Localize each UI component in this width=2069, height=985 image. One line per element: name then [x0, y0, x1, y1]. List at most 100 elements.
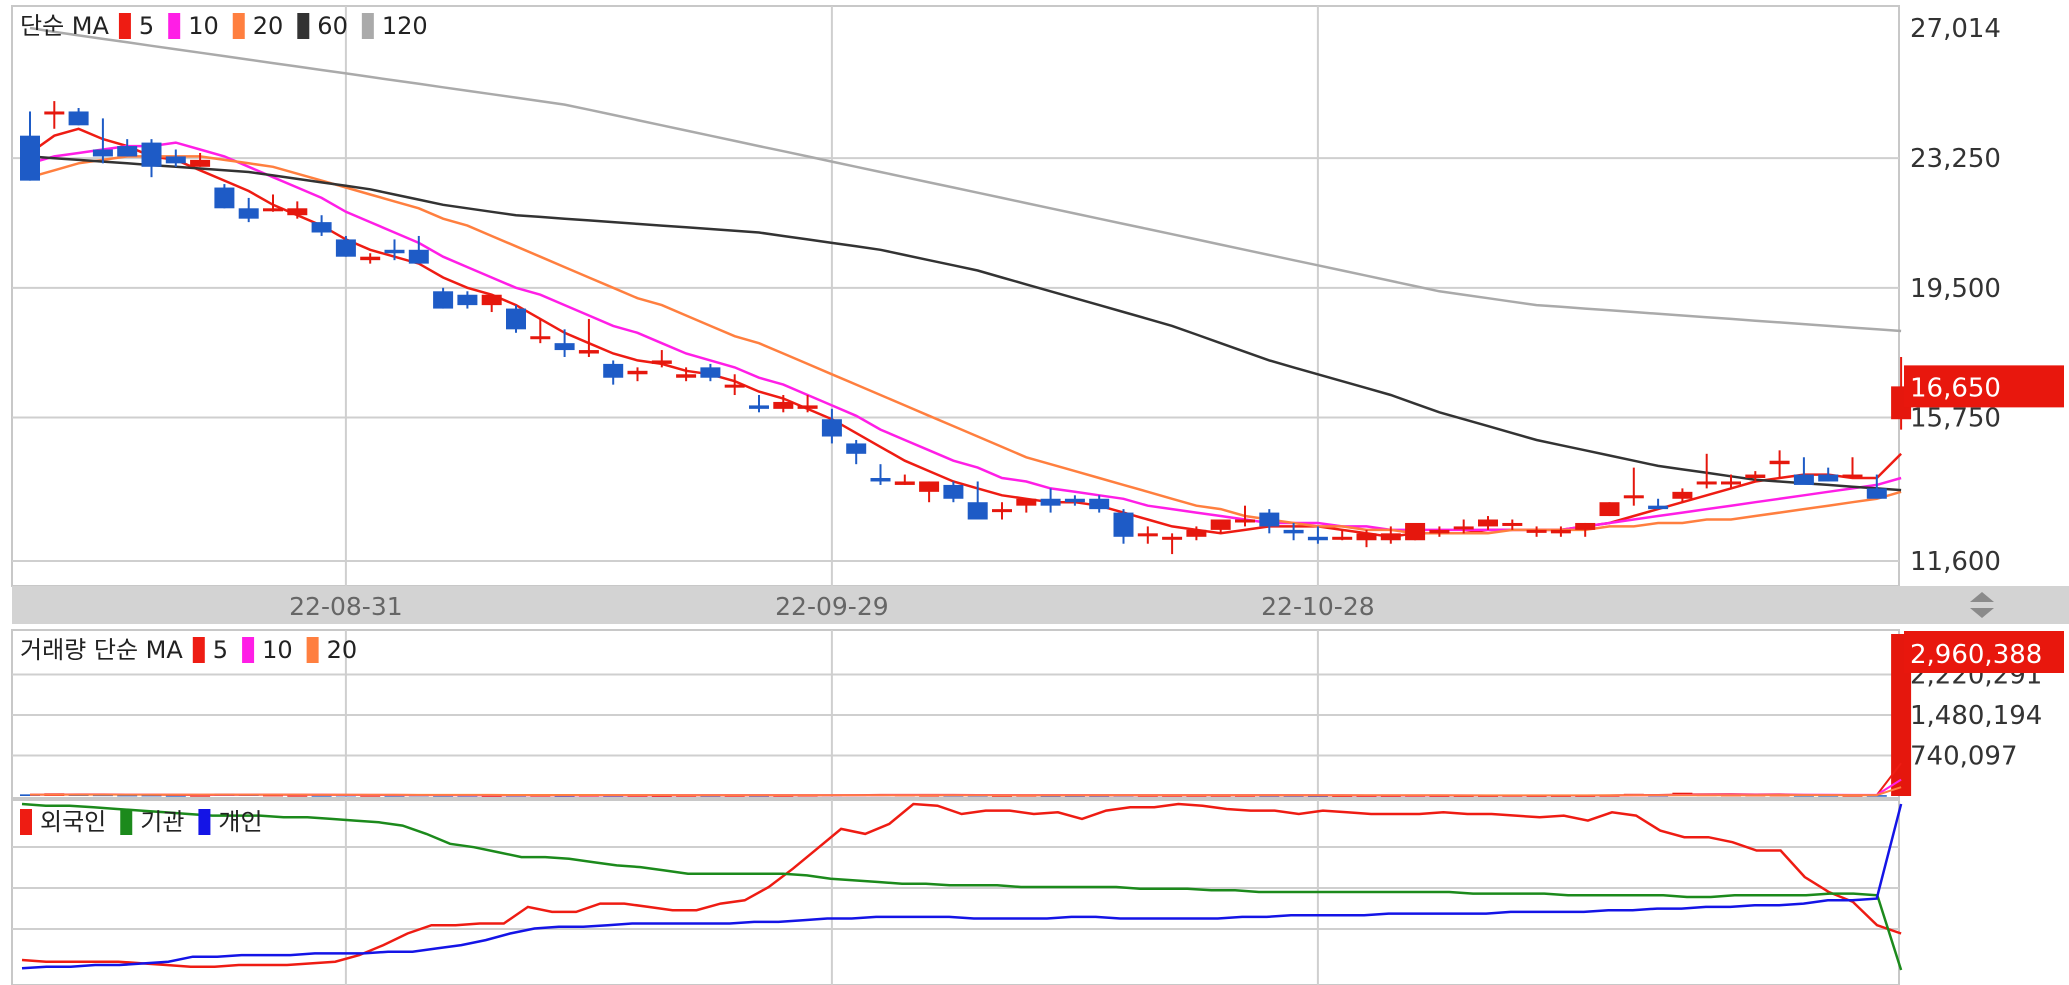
candle[interactable] — [20, 111, 40, 181]
volume-bar[interactable] — [117, 794, 138, 797]
candle[interactable] — [214, 184, 235, 209]
candle[interactable] — [1550, 526, 1571, 537]
candle[interactable] — [263, 194, 283, 212]
candle[interactable] — [1113, 509, 1134, 544]
candle-body — [992, 509, 1012, 513]
candle-body — [1186, 529, 1207, 537]
volume-bar[interactable] — [165, 795, 186, 797]
candle[interactable] — [1210, 519, 1231, 534]
candle[interactable] — [433, 287, 454, 309]
candle[interactable] — [943, 481, 964, 503]
candle-body — [530, 336, 551, 340]
candle-body — [1016, 498, 1037, 506]
legend-swatch-1 — [120, 809, 133, 835]
candle[interactable] — [846, 439, 867, 465]
candle[interactable] — [1016, 498, 1037, 513]
candle[interactable] — [1696, 453, 1717, 489]
volume-bar[interactable] — [263, 794, 283, 797]
candle[interactable] — [724, 374, 745, 396]
candle[interactable] — [1478, 516, 1498, 530]
candle[interactable] — [1162, 533, 1183, 555]
candle[interactable] — [68, 108, 89, 126]
candle[interactable] — [1064, 495, 1085, 506]
candle[interactable] — [335, 235, 356, 257]
candle[interactable] — [506, 305, 526, 333]
candle[interactable] — [1356, 529, 1377, 548]
date-axis-bar[interactable]: 22-08-31 22-09-29 22-10-28 — [12, 586, 2069, 624]
candle[interactable] — [1040, 488, 1061, 513]
candle[interactable] — [1672, 488, 1693, 503]
candle[interactable] — [1453, 519, 1474, 534]
candle[interactable] — [457, 291, 478, 309]
candle[interactable] — [1793, 457, 1814, 485]
candle[interactable] — [384, 239, 405, 261]
candle[interactable] — [967, 481, 988, 520]
candle[interactable] — [190, 152, 211, 167]
candle[interactable] — [1283, 522, 1304, 541]
candle[interactable] — [92, 118, 113, 164]
candle-body — [797, 405, 818, 409]
candlesticks[interactable] — [20, 101, 1912, 555]
panel-resize-handle[interactable] — [1970, 592, 1994, 618]
candle[interactable] — [651, 350, 672, 368]
candle[interactable] — [1235, 505, 1255, 527]
candle[interactable] — [700, 363, 721, 382]
candle[interactable] — [1575, 522, 1596, 537]
candle[interactable] — [1089, 495, 1110, 513]
candle[interactable] — [797, 395, 818, 413]
volume-bar[interactable] — [311, 795, 332, 797]
price-panel[interactable]: 27,014 23,250 19,500 15,750 11,600 16,650 단순 … — [11, 5, 2064, 587]
candle[interactable] — [627, 367, 648, 382]
candle[interactable] — [992, 502, 1012, 520]
candle[interactable] — [821, 408, 842, 444]
candle[interactable] — [1526, 526, 1547, 537]
candle[interactable] — [360, 253, 381, 264]
candle[interactable] — [311, 215, 332, 236]
candle[interactable] — [1332, 529, 1353, 541]
candle[interactable] — [1259, 509, 1280, 534]
candle-body — [1259, 512, 1280, 527]
candle[interactable] — [117, 139, 138, 157]
candle-body — [1526, 529, 1547, 533]
candle[interactable] — [238, 197, 259, 223]
candle[interactable] — [287, 201, 308, 219]
candle[interactable] — [1818, 467, 1839, 482]
candle[interactable] — [1599, 502, 1620, 517]
candle[interactable] — [1380, 526, 1401, 544]
candle[interactable] — [1405, 522, 1426, 541]
candle[interactable] — [1186, 526, 1207, 541]
candle[interactable] — [894, 474, 915, 485]
candle[interactable] — [919, 481, 940, 503]
candle[interactable] — [554, 329, 575, 357]
volume-bar[interactable] — [287, 795, 308, 797]
candle[interactable] — [530, 318, 551, 344]
candle[interactable] — [870, 464, 891, 485]
candle[interactable] — [1721, 474, 1741, 489]
candle[interactable] — [1137, 526, 1158, 544]
candle[interactable] — [603, 360, 624, 385]
candle[interactable] — [1769, 450, 1790, 479]
candle[interactable] — [676, 367, 697, 382]
candle[interactable] — [141, 139, 162, 178]
candle[interactable] — [1842, 457, 1863, 479]
volume-bar[interactable] — [141, 794, 162, 797]
candle[interactable] — [1429, 526, 1450, 537]
candle[interactable] — [1307, 526, 1328, 544]
candle[interactable] — [749, 395, 769, 413]
candle[interactable] — [408, 235, 429, 264]
legend-label-0: 5 — [139, 12, 154, 40]
candle[interactable] — [1745, 471, 1766, 482]
candle[interactable] — [1623, 467, 1644, 506]
investor-panel[interactable]: 외국인 기관 개인 — [11, 799, 1903, 985]
candle[interactable] — [773, 395, 794, 413]
candle-body — [627, 370, 648, 375]
candle[interactable] — [481, 294, 502, 313]
candle[interactable] — [165, 149, 186, 167]
candle[interactable] — [1648, 498, 1669, 510]
candle[interactable] — [1866, 474, 1887, 499]
candle[interactable] — [578, 318, 599, 357]
candle[interactable] — [1502, 519, 1523, 530]
candle[interactable] — [44, 101, 65, 129]
volume-bar[interactable] — [1891, 634, 1912, 796]
